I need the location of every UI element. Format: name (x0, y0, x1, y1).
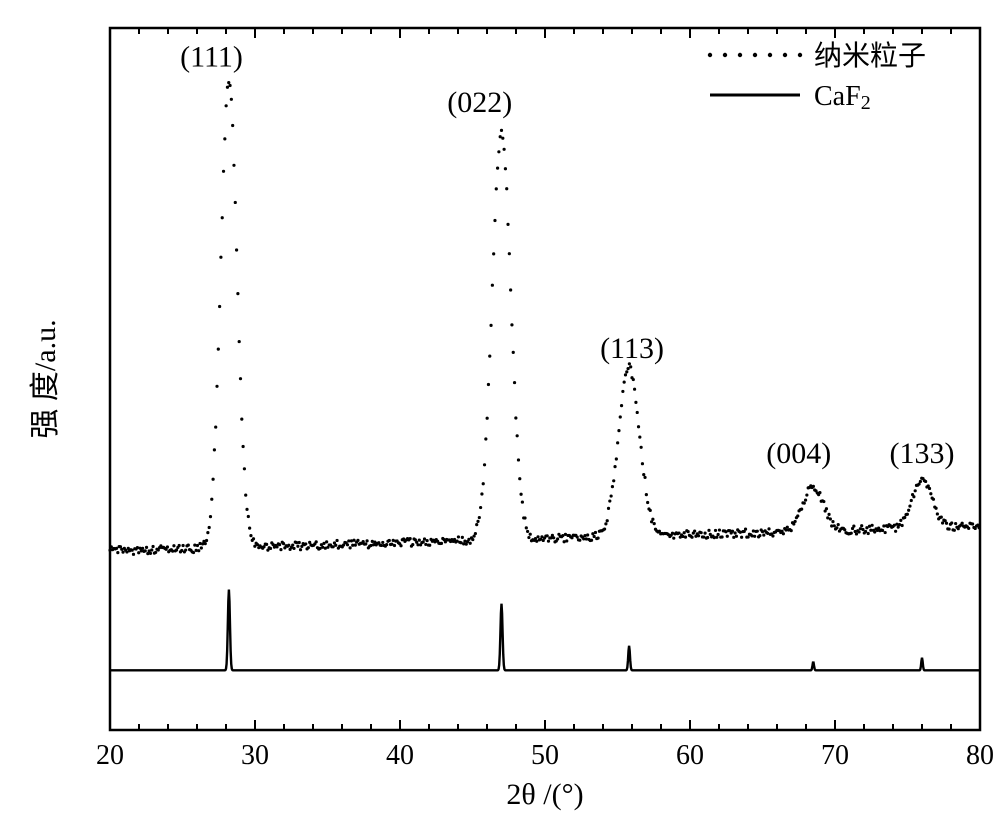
chart-bg (0, 0, 1000, 823)
x-tick-label: 50 (531, 740, 559, 771)
peak-label: (133) (890, 437, 955, 470)
x-tick-label: 20 (96, 740, 124, 771)
x-axis-label: 2θ /(°) (506, 778, 583, 811)
legend-label: 纳米粒子 (814, 40, 926, 72)
xrd-chart: 20 30 40 50 60 70 80 2θ /(°) 强 度/a.u. (111) (022) (… (0, 0, 1000, 823)
peak-label: (111) (180, 41, 243, 74)
x-tick-label: 30 (241, 740, 269, 771)
peak-label: (004) (766, 437, 831, 470)
chart-svg: 20 30 40 50 60 70 80 2θ /(°) 强 度/a.u. (111) (022) (… (0, 0, 1000, 823)
peak-label: (022) (447, 86, 512, 119)
x-tick-label: 40 (386, 740, 414, 771)
x-tick-label: 80 (966, 740, 994, 771)
peak-label: (113) (600, 332, 664, 365)
x-tick-label: 70 (821, 740, 849, 771)
x-tick-label: 60 (676, 740, 704, 771)
y-axis-label: 强 度/a.u. (29, 319, 62, 438)
